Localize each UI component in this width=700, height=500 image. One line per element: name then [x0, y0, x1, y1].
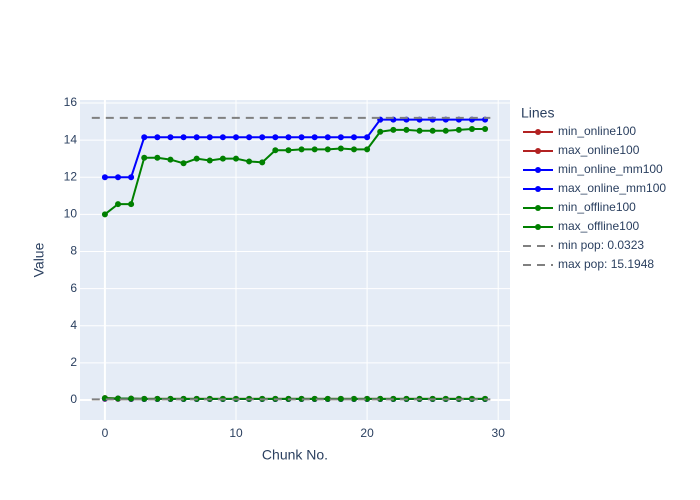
data-point — [154, 395, 161, 402]
data-point — [219, 155, 226, 162]
y-tick-label: 10 — [64, 207, 78, 221]
data-point — [180, 160, 187, 167]
data-point — [101, 211, 108, 218]
legend-label: max_online100 — [558, 143, 640, 157]
y-tick-label: 4 — [70, 318, 77, 332]
data-point — [350, 134, 357, 141]
data-point — [482, 125, 489, 132]
data-point — [128, 201, 135, 208]
x-tick-label: 30 — [492, 426, 506, 440]
data-point — [141, 154, 148, 161]
x-tick-label: 10 — [229, 426, 243, 440]
y-tick-label: 14 — [64, 132, 78, 146]
data-point — [442, 127, 449, 134]
data-point — [324, 146, 331, 153]
data-point — [285, 134, 292, 141]
legend-label: min_offline100 — [558, 200, 636, 214]
x-tick-label: 20 — [360, 426, 374, 440]
legend-label: min_online_mm100 — [558, 162, 663, 176]
data-point — [128, 174, 135, 181]
data-point — [246, 158, 253, 165]
data-point — [324, 134, 331, 141]
data-point — [180, 134, 187, 141]
data-point — [154, 134, 161, 141]
data-point — [206, 157, 213, 164]
legend-label: max_offline100 — [558, 219, 639, 233]
data-point — [206, 134, 213, 141]
data-point — [101, 174, 108, 181]
data-point — [337, 134, 344, 141]
data-point — [246, 134, 253, 141]
data-point — [154, 154, 161, 161]
data-point — [455, 126, 462, 133]
data-point — [429, 127, 436, 134]
legend-marker — [535, 205, 541, 211]
y-tick-label: 16 — [64, 95, 78, 109]
y-axis-title: Value — [31, 242, 47, 277]
data-point — [115, 201, 122, 208]
data-point — [167, 134, 174, 141]
y-tick-label: 6 — [70, 281, 77, 295]
data-point — [259, 159, 266, 166]
data-point — [298, 146, 305, 153]
data-point — [298, 134, 305, 141]
data-point — [350, 146, 357, 153]
data-point — [403, 126, 410, 133]
y-tick-label: 2 — [70, 355, 77, 369]
legend-marker — [535, 186, 541, 192]
legend-marker — [535, 129, 541, 135]
data-point — [377, 128, 384, 135]
x-axis-title: Chunk No. — [262, 447, 328, 463]
data-point — [115, 174, 122, 181]
plot-background — [80, 100, 510, 420]
x-tick-label: 0 — [102, 426, 109, 440]
legend-label: max pop: 15.1948 — [558, 257, 654, 271]
data-point — [364, 146, 371, 153]
data-point — [337, 395, 344, 402]
data-point — [219, 134, 226, 141]
data-point — [311, 146, 318, 153]
legend-label: max_online_mm100 — [558, 181, 666, 195]
y-tick-label: 0 — [70, 392, 77, 406]
data-point — [193, 134, 200, 141]
data-point — [233, 155, 240, 162]
legend-marker — [535, 167, 541, 173]
data-point — [141, 134, 148, 141]
data-point — [233, 134, 240, 141]
legend: min_online100 max_online100 min_online_mm1… — [523, 124, 666, 271]
y-tick-label: 8 — [70, 244, 77, 258]
data-point — [324, 395, 331, 402]
data-point — [259, 134, 266, 141]
data-point — [128, 395, 135, 402]
legend-marker — [535, 148, 541, 154]
data-point — [285, 147, 292, 154]
legend-label: min_online100 — [558, 124, 636, 138]
data-point — [468, 125, 475, 132]
data-point — [390, 126, 397, 133]
data-point — [337, 145, 344, 152]
legend-marker — [535, 224, 541, 230]
data-point — [272, 147, 279, 154]
data-point — [311, 134, 318, 141]
data-point — [141, 395, 148, 402]
data-point — [193, 155, 200, 162]
y-tick-label: 12 — [64, 169, 78, 183]
legend-label: min pop: 0.0323 — [558, 238, 644, 252]
data-point — [416, 127, 423, 134]
data-point — [350, 395, 357, 402]
data-point — [115, 395, 122, 402]
data-point — [167, 156, 174, 163]
data-point — [364, 134, 371, 141]
marks — [91, 116, 491, 403]
legend-title: Lines — [521, 105, 554, 121]
data-point — [272, 134, 279, 141]
